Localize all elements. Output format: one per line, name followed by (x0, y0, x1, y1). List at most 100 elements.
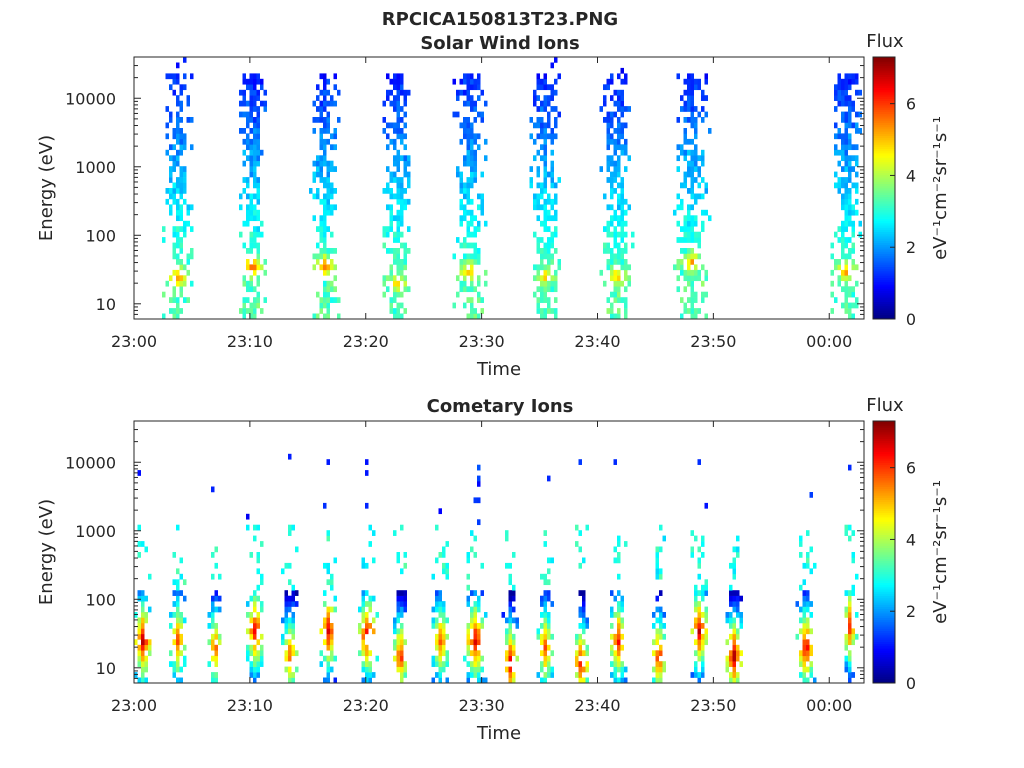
flux-cell (543, 269, 547, 276)
flux-cell (214, 672, 218, 678)
flux-cell (848, 204, 852, 211)
flux-cell (190, 117, 194, 123)
flux-cell (400, 628, 404, 635)
colorbar-segment (873, 665, 895, 669)
flux-cell (183, 84, 187, 91)
flux-cell (578, 590, 582, 596)
flux-cell (540, 291, 544, 298)
flux-cell (694, 264, 698, 271)
flux-cell (386, 182, 390, 189)
flux-cell (249, 155, 253, 162)
flux-cell (365, 672, 369, 678)
flux-cell (435, 661, 439, 667)
flux-cell (676, 286, 680, 293)
colorbar-segment (873, 464, 895, 468)
flux-cell (536, 149, 540, 156)
flux-cell (396, 617, 400, 624)
flux-cell (543, 138, 547, 145)
flux-cell (806, 562, 810, 569)
flux-cell (694, 78, 698, 85)
flux-cell (858, 89, 862, 96)
flux-cell (438, 623, 442, 629)
y-tick-label: 1000 (75, 522, 116, 541)
flux-cell (456, 89, 460, 96)
flux-cell (477, 253, 481, 260)
flux-cell (249, 231, 253, 238)
flux-cell (704, 633, 708, 640)
flux-cell (613, 209, 617, 216)
flux-cell (617, 541, 621, 547)
flux-cell (211, 612, 215, 618)
flux-cell (396, 84, 400, 91)
flux-cell (477, 519, 481, 526)
flux-cell (837, 89, 841, 96)
flux-cell (697, 573, 701, 580)
flux-cell (176, 644, 180, 651)
flux-cell (540, 78, 544, 85)
colorbar-segment (873, 434, 895, 437)
flux-cell (848, 524, 852, 531)
flux-cell (512, 639, 516, 646)
flux-cell (179, 106, 183, 112)
flux-cell (466, 138, 470, 145)
flux-cell (610, 308, 614, 314)
flux-cell (610, 182, 614, 189)
flux-cell (610, 313, 614, 320)
flux-cell (330, 623, 334, 629)
flux-cell (690, 204, 694, 211)
flux-cell (393, 313, 397, 320)
flux-cell (841, 177, 845, 183)
flux-cell (732, 661, 736, 667)
flux-cell (617, 601, 621, 607)
flux-cell (256, 95, 260, 101)
flux-cell (470, 650, 474, 657)
flux-cell (172, 612, 176, 618)
y-tick-label: 100 (85, 226, 116, 245)
flux-cell (694, 215, 698, 222)
flux-cell (613, 612, 617, 618)
flux-cell (673, 264, 677, 271)
flux-cell (620, 149, 624, 156)
flux-cell (736, 590, 740, 596)
flux-cell (172, 579, 176, 586)
flux-cell (165, 149, 169, 156)
flux-cell (445, 568, 449, 575)
flux-cell (620, 95, 624, 101)
flux-cell (137, 655, 141, 662)
flux-cell (480, 666, 484, 673)
colorbar-segment (873, 244, 895, 248)
flux-cell (841, 78, 845, 85)
flux-cell (323, 78, 327, 85)
flux-cell (697, 623, 701, 629)
flux-cell (323, 144, 327, 151)
flux-cell (438, 595, 442, 602)
flux-cell (809, 601, 813, 607)
flux-cell (263, 297, 267, 303)
flux-cell (582, 557, 586, 564)
flux-cell (470, 308, 474, 314)
flux-cell (176, 128, 180, 134)
flux-cell (624, 106, 628, 112)
flux-cell (806, 530, 810, 536)
flux-cell (466, 672, 470, 678)
colorbar-segment (873, 194, 895, 198)
flux-cell (214, 628, 218, 635)
flux-cell (837, 100, 841, 107)
flux-cell (694, 269, 698, 276)
flux-cell (249, 633, 253, 640)
flux-cell (473, 612, 477, 618)
flux-cell (477, 606, 481, 613)
flux-cell (676, 204, 680, 211)
flux-cell (610, 264, 614, 271)
colorbar-segment (873, 645, 895, 649)
flux-cell (319, 138, 323, 145)
flux-cell (806, 617, 810, 624)
flux-cell (550, 166, 554, 172)
flux-cell (701, 661, 705, 667)
flux-cell (141, 677, 145, 684)
flux-cell (694, 128, 698, 134)
flux-cell (333, 606, 337, 613)
flux-cell (484, 612, 488, 618)
flux-cell (540, 286, 544, 293)
flux-cell (172, 286, 176, 293)
